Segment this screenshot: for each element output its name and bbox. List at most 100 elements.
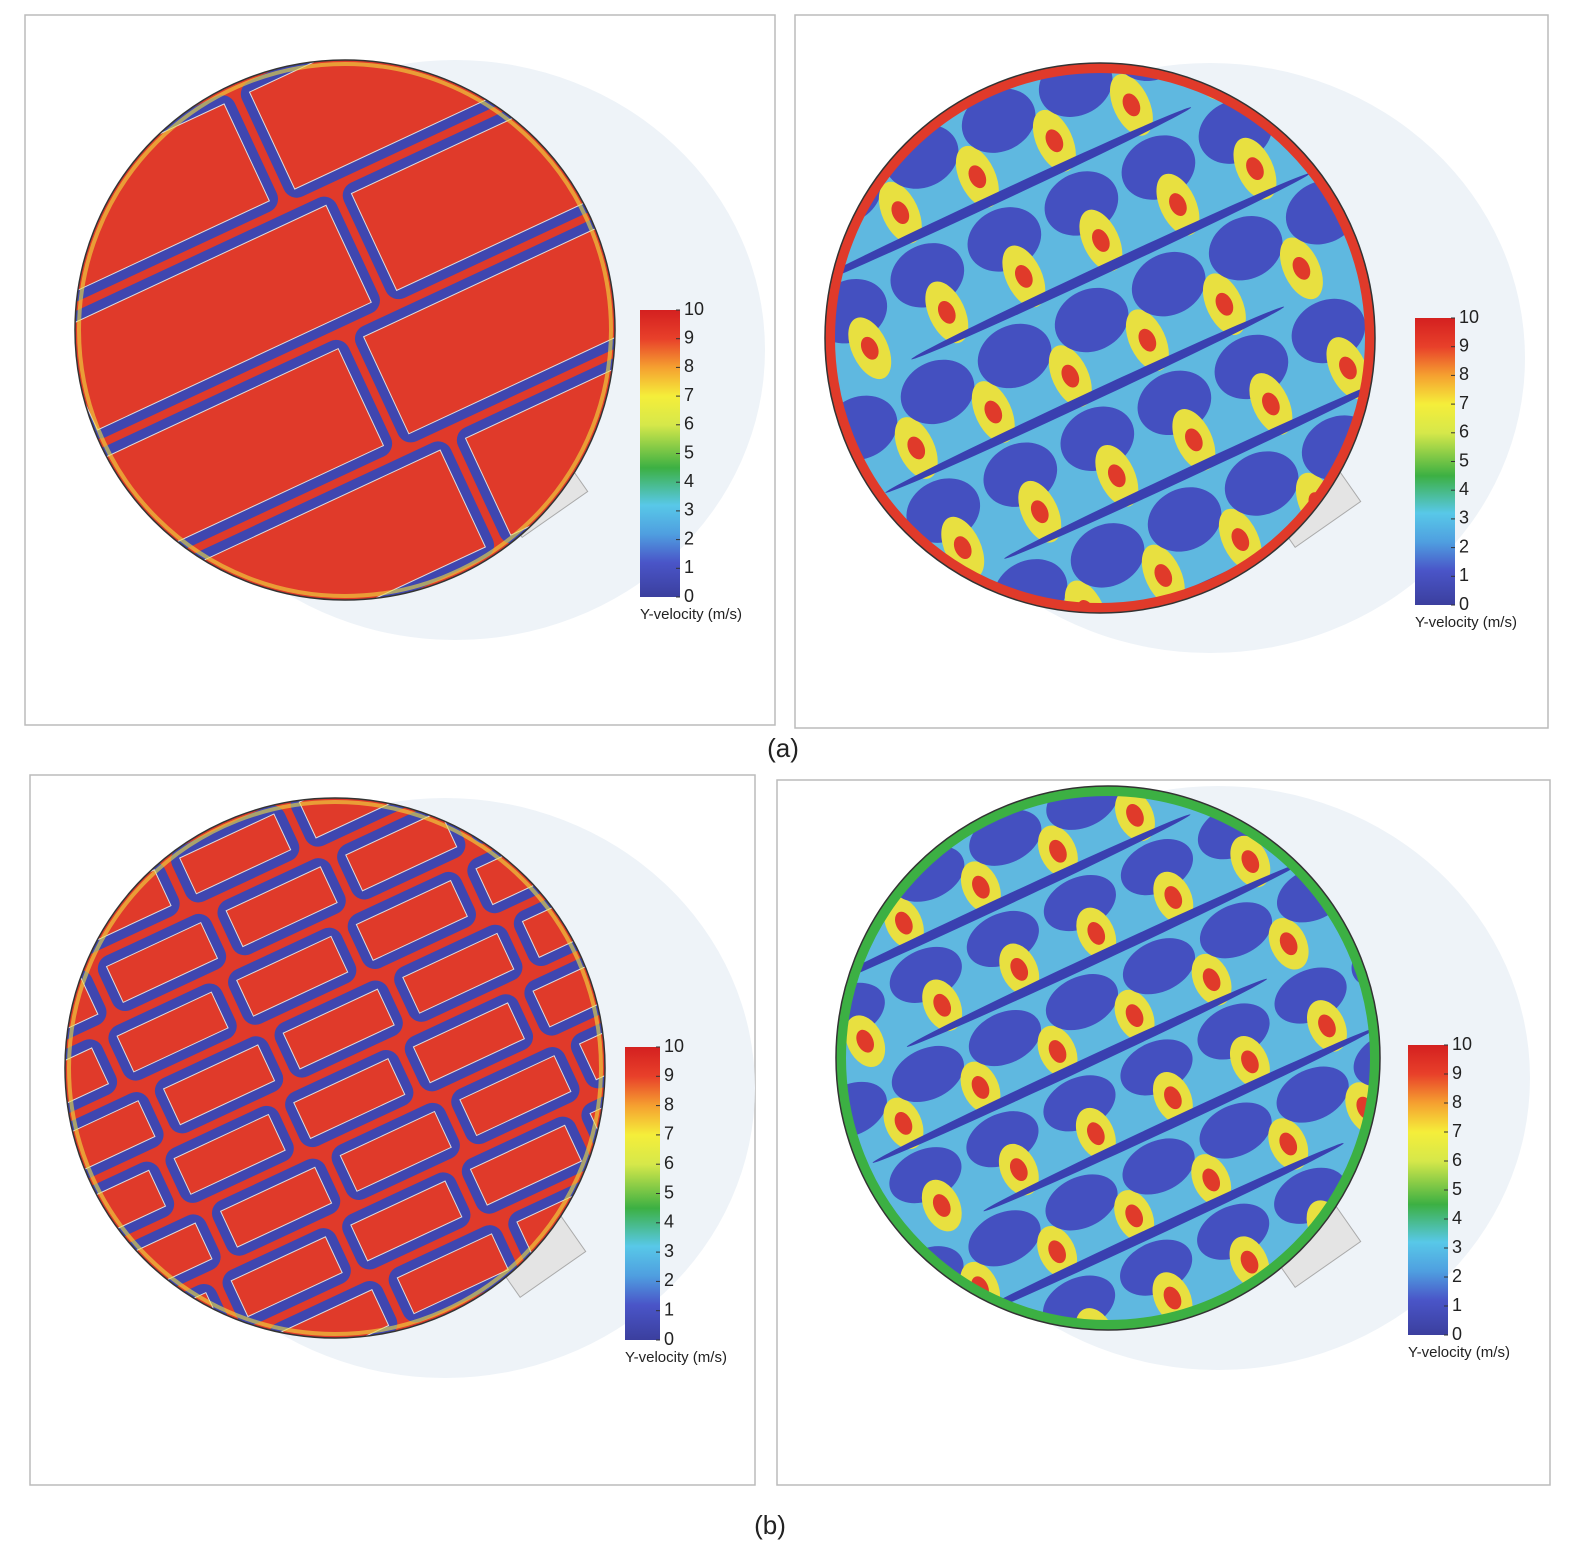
blob-high — [971, 1076, 990, 1099]
streak — [885, 306, 1285, 493]
panel: 0 1 2 3 4 5 6 7 8 9 10 Y-velocity (m/s) — [29, 774, 756, 1486]
tile-inner — [75, 204, 372, 431]
tile-inner — [396, 1233, 509, 1315]
colorbar-tick-label: 0 — [1459, 594, 1469, 614]
colorbar-tick-label: 8 — [1459, 364, 1469, 384]
blob-low — [1199, 1102, 1272, 1159]
colorbar-label: Y-velocity (m/s) — [625, 1349, 727, 1366]
blob-high — [1087, 1122, 1105, 1146]
outline — [835, 785, 1381, 1331]
outline — [824, 62, 1376, 614]
panel: 0 1 2 3 4 5 6 7 8 9 10 Y-velocity (m/s) — [776, 779, 1551, 1486]
blob-high — [972, 875, 990, 899]
blob-high — [1241, 1050, 1259, 1074]
blob-high — [984, 400, 1003, 424]
blob-high — [1030, 500, 1049, 524]
blob-high — [1092, 229, 1110, 252]
blob-high — [1061, 364, 1080, 388]
blob-low — [1131, 251, 1206, 317]
blob-low — [1045, 974, 1119, 1031]
blob-high — [932, 1194, 951, 1217]
colorbar-tick-label: 8 — [684, 356, 694, 376]
tile-inner — [219, 1166, 333, 1248]
rim — [77, 62, 613, 598]
rim — [836, 786, 1380, 1330]
tile-inner — [412, 1002, 526, 1084]
tile-group — [75, 60, 615, 600]
outline — [74, 59, 616, 601]
colorbar-label: Y-velocity (m/s) — [1415, 614, 1517, 631]
blob-low — [891, 1045, 964, 1103]
tile-inner — [173, 1113, 286, 1195]
tile-inner — [402, 932, 515, 1014]
tile-inner — [248, 60, 570, 190]
blob-high — [937, 300, 956, 324]
colorbar-tick-label: 1 — [684, 557, 694, 577]
blob-high — [1185, 428, 1203, 452]
streak — [906, 862, 1302, 1047]
colorbar-tick-label: 1 — [1459, 565, 1469, 585]
blob-high — [968, 165, 987, 189]
tile-inner — [236, 935, 349, 1017]
blob-low — [961, 88, 1036, 153]
blob-low — [1045, 1174, 1118, 1231]
tile-inner — [105, 921, 219, 1004]
colorbar-tick-label: 3 — [1452, 1237, 1462, 1257]
colorbar-tick-label: 10 — [1459, 307, 1479, 327]
blob-high — [1126, 803, 1144, 827]
colorbar-tick-label: 7 — [664, 1124, 674, 1144]
tile-inner — [225, 866, 338, 948]
streak — [1004, 372, 1375, 559]
blob-low — [1070, 523, 1145, 588]
colorbar-tick-label: 0 — [1452, 1324, 1462, 1344]
blob-high — [1215, 292, 1234, 316]
colorbar-tick-label: 9 — [1459, 335, 1469, 355]
streak — [825, 107, 1192, 294]
blob-high — [1279, 1132, 1298, 1156]
blob-high — [1292, 256, 1311, 280]
colorbar-tick-label: 4 — [1452, 1208, 1462, 1228]
colorbar-tick-label: 2 — [664, 1270, 674, 1290]
colorbar-tick-label: 3 — [664, 1241, 674, 1261]
blob-high — [1231, 528, 1250, 551]
colorbar-tick-label: 2 — [1459, 536, 1469, 556]
blob-high — [1125, 1204, 1144, 1228]
blob-low — [1224, 451, 1299, 516]
blob-high — [1125, 1004, 1144, 1027]
blob-high — [1045, 129, 1064, 153]
blob-high — [1087, 922, 1106, 945]
colorbar-tick-label: 5 — [1452, 1179, 1462, 1199]
blob-low — [1276, 1066, 1349, 1123]
colorbar-tick-label: 0 — [684, 586, 694, 606]
tile-inner — [165, 449, 487, 600]
colorbar-tick-label: 8 — [664, 1094, 674, 1114]
tile-inner — [350, 1180, 463, 1262]
colorbar-tick-label: 7 — [1452, 1121, 1462, 1141]
colorbar-tick-label: 7 — [684, 385, 694, 405]
caption: (a) — [767, 733, 799, 763]
colorbar-tick-label: 2 — [1452, 1266, 1462, 1286]
tile-inner — [578, 999, 605, 1081]
panel: 0 1 2 3 4 5 6 7 8 9 10 Y-velocity (m/s) — [24, 14, 776, 726]
colorbar-tick-label: 10 — [684, 299, 704, 319]
streak — [983, 1027, 1378, 1212]
colorbar-tick-label: 1 — [664, 1299, 674, 1319]
tile-inner — [355, 879, 468, 961]
colorbar-tick-label: 9 — [664, 1065, 674, 1085]
tile-inner — [179, 813, 292, 895]
blob-high — [1009, 1158, 1028, 1182]
blob-high — [856, 1029, 874, 1053]
blob-low — [900, 359, 975, 425]
blob-low — [1122, 938, 1196, 995]
colorbar-tick-label: 0 — [664, 1329, 674, 1349]
blob-high — [1048, 1040, 1067, 1063]
blob-high — [1246, 157, 1264, 181]
tile-inner — [116, 991, 229, 1073]
colorbar-tick-label: 2 — [684, 528, 694, 548]
colorbar-tick-label: 6 — [1459, 422, 1469, 442]
blob-low — [968, 1009, 1041, 1067]
colorbar-tick-label: 4 — [684, 471, 694, 491]
blob-high — [1169, 193, 1187, 216]
blob-high — [1163, 1286, 1182, 1310]
